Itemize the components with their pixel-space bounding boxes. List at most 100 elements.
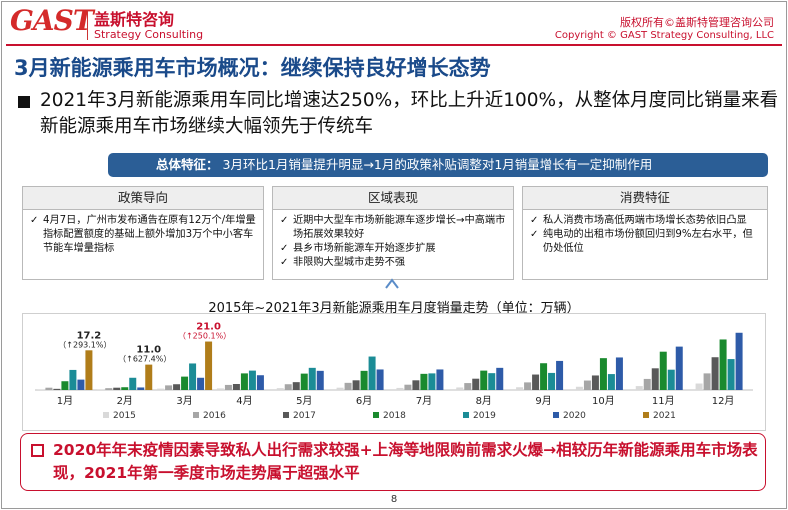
copyright-cn: 版权所有©盖斯特管理咨询公司	[620, 16, 774, 29]
bar-2016-12	[703, 373, 711, 390]
bar-2019-12	[727, 359, 735, 390]
checkbox-square-icon	[31, 444, 44, 457]
bar-2019-10	[607, 374, 615, 390]
bar-2018-5	[300, 373, 308, 390]
bar-2015-9	[516, 387, 524, 390]
bar-2016-2	[105, 388, 113, 390]
x-tick-label: 1月	[57, 395, 73, 407]
bar-2019-5	[308, 367, 316, 390]
bar-2017-5	[292, 382, 300, 390]
bar-2016-6	[344, 382, 352, 390]
bar-2020-4	[256, 375, 264, 390]
copyright-en: Copyright © GAST Strategy Consulting, LL…	[554, 30, 774, 41]
x-tick-label: 12月	[712, 395, 735, 407]
page-number: 8	[390, 494, 398, 505]
growth-label: （↑250.1%）	[178, 332, 231, 341]
x-tick-label: 6月	[356, 395, 372, 407]
x-tick-label: 3月	[176, 395, 192, 407]
bar-2019-3	[189, 363, 197, 390]
bar-2019-11	[667, 369, 675, 390]
bar-2020-2	[137, 387, 145, 390]
bar-2017-2	[113, 387, 121, 390]
brand-name-en: Strategy Consulting	[94, 28, 204, 41]
bar-2017-4	[232, 384, 240, 390]
legend-swatch-2019	[463, 412, 469, 418]
panel-item: 私人消费市场高低两端市场增长态势依旧凸显	[530, 214, 761, 228]
legend-label-2016: 2016	[203, 411, 226, 421]
legend-label-2019: 2019	[473, 411, 496, 421]
data-label: 17.2	[77, 330, 102, 341]
bar-2017-12	[711, 357, 719, 390]
bar-2018-9	[540, 363, 548, 390]
panel-item: 非限购大型城市走势不强	[280, 256, 507, 270]
bar-2019-6	[368, 356, 376, 390]
bar-2018-2	[121, 387, 129, 390]
bar-2016-1	[45, 387, 53, 390]
chart-title: 2015年~2021年3月新能源乘用车月度销量走势（单位：万辆）	[208, 301, 580, 316]
bar-2019-7	[428, 373, 436, 390]
bar-2016-11	[643, 378, 651, 390]
bar-2018-3	[181, 376, 189, 390]
bar-2019-4	[248, 370, 256, 390]
bar-2017-10	[591, 375, 599, 390]
x-tick-label: 10月	[592, 395, 615, 407]
bar-2016-5	[284, 384, 292, 390]
logo: GAST	[10, 4, 94, 37]
data-label: 21.0	[196, 322, 221, 333]
bar-2021-1	[85, 350, 93, 390]
summary-bar: 总体特征： 3月环比1月销量提升明显→1月的政策补贴调整对1月销量增长有一定抑制…	[108, 153, 768, 177]
bar-2016-3	[165, 385, 173, 390]
main-bullet: 2021年3月新能源乘用车同比增速达250%，环比上升近100%，从整体月度同比…	[40, 90, 779, 137]
legend-swatch-2017	[283, 412, 289, 418]
bar-2018-1	[61, 381, 69, 390]
legend-swatch-2021	[643, 412, 649, 418]
growth-label: （↑293.1%）	[58, 340, 111, 349]
bar-2015-7	[396, 387, 404, 390]
bar-2020-9	[556, 360, 564, 390]
bar-2018-8	[480, 370, 488, 390]
bar-2016-4	[224, 384, 232, 390]
bar-2021-3	[205, 341, 213, 390]
bar-2015-11	[635, 386, 643, 390]
bar-2019-9	[548, 372, 556, 390]
bar-2021-2	[145, 364, 153, 390]
bar-2020-3	[197, 377, 205, 390]
bar-2018-4	[240, 373, 248, 390]
bar-2015-1	[37, 389, 45, 390]
data-label: 11.0	[136, 345, 161, 356]
brand-name-cn: 盖斯特咨询	[94, 10, 175, 29]
bar-2016-7	[404, 384, 412, 390]
bar-2020-11	[675, 346, 683, 390]
bar-2020-6	[376, 369, 384, 390]
conclusion-text: 2020年年末疫情因素导致私人出行需求较强+上海等地限购前需求火爆→相较历年新能…	[53, 441, 758, 482]
bar-2017-11	[651, 368, 659, 390]
bar-2015-12	[695, 383, 703, 390]
bar-2020-12	[735, 332, 743, 390]
legend-swatch-2018	[373, 412, 379, 418]
bar-2017-1	[53, 388, 61, 390]
bar-2018-7	[420, 373, 428, 390]
summary-text: 3月环比1月销量提升明显→1月的政策补贴调整对1月销量增长有一定抑制作用	[222, 157, 653, 172]
logo-divider	[87, 10, 88, 40]
bar-2020-7	[436, 369, 444, 390]
panel-region: 区域表现 近期中大型车市场新能源车逐步增长→中高端市场拓展效果较好 县乡市场新能…	[272, 186, 514, 280]
header-divider	[6, 44, 782, 46]
panel-header: 政策导向	[23, 187, 263, 210]
bar-2020-10	[615, 357, 623, 390]
bar-2018-6	[360, 370, 368, 390]
legend-label-2015: 2015	[113, 411, 136, 421]
bar-2018-11	[659, 351, 667, 390]
panel-header: 消费特征	[523, 187, 767, 210]
bar-2019-1	[69, 369, 77, 390]
bar-2016-8	[464, 383, 472, 390]
bar-2016-10	[583, 380, 591, 390]
legend-label-2021: 2021	[653, 411, 676, 421]
bar-2015-6	[336, 387, 344, 390]
bar-2015-3	[157, 388, 165, 390]
summary-label: 总体特征：	[156, 157, 219, 172]
bar-2015-5	[276, 388, 284, 390]
panel-item: 纯电动的出租市场份额回归到9%左右水平，但仍处低位	[530, 228, 761, 256]
growth-label: （↑627.4%）	[118, 355, 171, 364]
x-tick-label: 4月	[236, 395, 252, 407]
legend-label-2017: 2017	[293, 411, 316, 421]
